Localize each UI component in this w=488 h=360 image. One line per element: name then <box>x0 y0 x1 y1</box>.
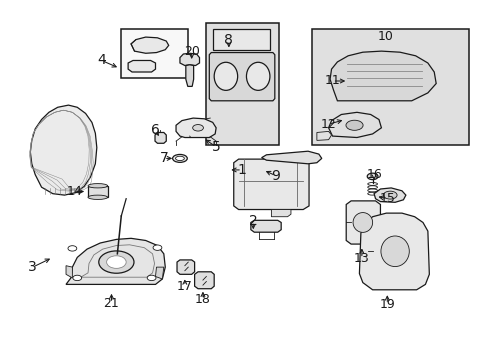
Polygon shape <box>329 51 435 101</box>
Ellipse shape <box>106 256 126 269</box>
Text: 3: 3 <box>28 260 37 274</box>
Polygon shape <box>233 159 308 210</box>
Ellipse shape <box>246 62 269 90</box>
Bar <box>311 29 468 145</box>
Text: 18: 18 <box>195 293 210 306</box>
Polygon shape <box>373 188 405 202</box>
Ellipse shape <box>192 125 203 131</box>
Polygon shape <box>346 201 380 244</box>
Ellipse shape <box>73 275 81 281</box>
Ellipse shape <box>99 251 134 273</box>
Ellipse shape <box>172 154 187 162</box>
Polygon shape <box>30 105 97 195</box>
Text: 19: 19 <box>379 298 394 311</box>
Text: 12: 12 <box>320 118 336 131</box>
Bar <box>88 186 107 197</box>
Polygon shape <box>261 151 321 164</box>
Polygon shape <box>66 266 72 278</box>
Polygon shape <box>250 220 281 232</box>
Text: 9: 9 <box>271 169 280 183</box>
Text: 21: 21 <box>103 297 119 310</box>
Text: 11: 11 <box>324 75 340 87</box>
Polygon shape <box>177 260 194 274</box>
Ellipse shape <box>214 62 237 90</box>
Text: 15: 15 <box>379 192 395 205</box>
Ellipse shape <box>68 246 77 251</box>
Text: 7: 7 <box>159 152 168 165</box>
Polygon shape <box>131 37 168 53</box>
Polygon shape <box>316 131 331 140</box>
Polygon shape <box>209 53 274 101</box>
Text: 20: 20 <box>183 45 199 58</box>
Polygon shape <box>155 267 163 279</box>
Ellipse shape <box>153 245 162 251</box>
Ellipse shape <box>380 236 408 266</box>
Text: 14: 14 <box>66 185 82 198</box>
Bar <box>212 29 270 50</box>
Text: 17: 17 <box>177 280 192 293</box>
Polygon shape <box>155 132 166 143</box>
Text: 1: 1 <box>237 163 246 177</box>
Ellipse shape <box>352 212 372 233</box>
Polygon shape <box>271 210 290 217</box>
Text: 2: 2 <box>248 215 257 228</box>
Text: 10: 10 <box>377 30 392 43</box>
Text: 13: 13 <box>353 252 369 265</box>
Ellipse shape <box>147 275 156 281</box>
Ellipse shape <box>366 173 377 180</box>
Ellipse shape <box>345 120 362 130</box>
Text: 4: 4 <box>97 54 106 67</box>
Polygon shape <box>176 118 216 138</box>
Bar <box>206 23 278 145</box>
Ellipse shape <box>88 195 107 199</box>
Ellipse shape <box>175 156 184 161</box>
Bar <box>121 29 188 78</box>
Polygon shape <box>328 112 381 138</box>
Ellipse shape <box>88 184 107 188</box>
Text: 5: 5 <box>211 140 220 154</box>
Polygon shape <box>359 213 428 290</box>
Text: 16: 16 <box>366 168 381 181</box>
Polygon shape <box>185 65 193 86</box>
Polygon shape <box>128 60 155 72</box>
Text: 6: 6 <box>151 123 160 137</box>
Text: 8: 8 <box>224 33 233 47</box>
Polygon shape <box>180 53 199 66</box>
Polygon shape <box>66 238 165 284</box>
Polygon shape <box>194 272 214 289</box>
Ellipse shape <box>383 191 396 199</box>
